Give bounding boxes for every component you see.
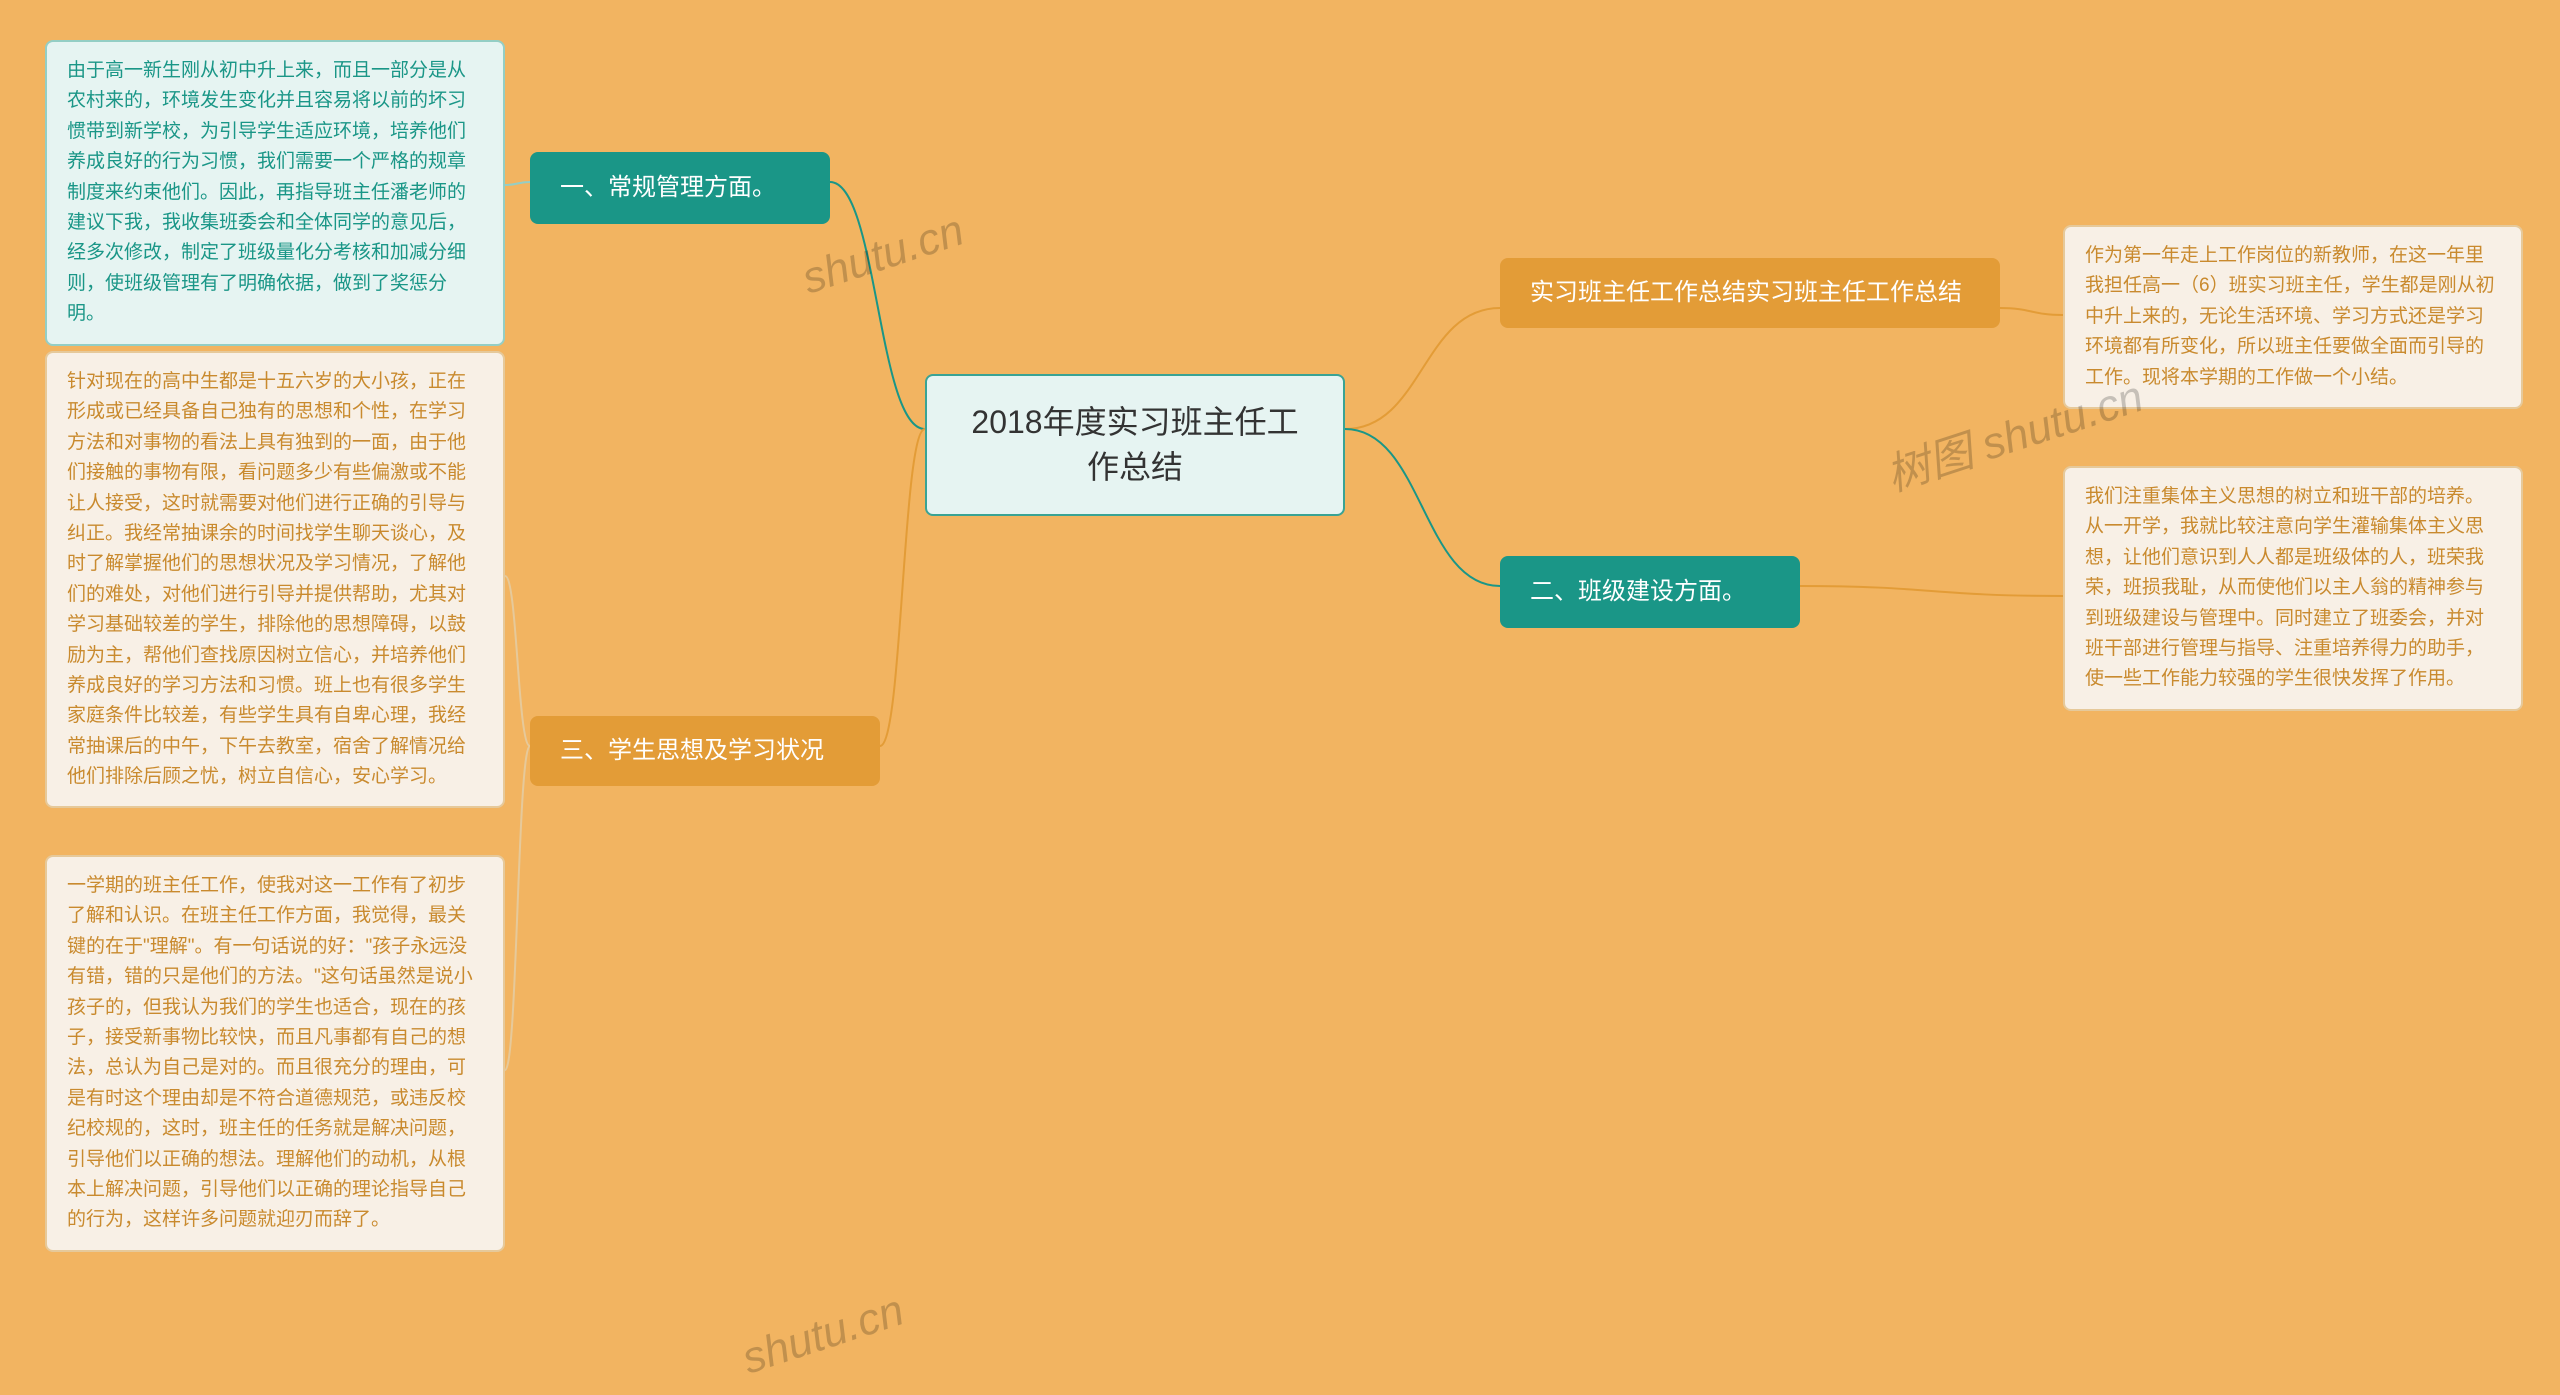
center-title: 2018年度实习班主任工作总结 [971, 404, 1298, 485]
branch-three-label: 三、学生思想及学习状况 [560, 737, 824, 764]
leaf-one-text: 由于高一新生刚从初中升上来，而且一部分是从农村来的，环境发生变化并且容易将以前的… [67, 60, 466, 324]
leaf-one[interactable]: 由于高一新生刚从初中升上来，而且一部分是从农村来的，环境发生变化并且容易将以前的… [45, 40, 505, 346]
branch-intro-label: 实习班主任工作总结实习班主任工作总结 [1530, 279, 1962, 306]
watermark: shutu.cn [736, 1286, 910, 1385]
leaf-intro-text: 作为第一年走上工作岗位的新教师，在这一年里我担任高一（6）班实习班主任，学生都是… [2085, 245, 2495, 388]
branch-two[interactable]: 二、班级建设方面。 [1500, 556, 1800, 628]
branch-one-label: 一、常规管理方面。 [560, 174, 776, 201]
leaf-three-a-text: 针对现在的高中生都是十五六岁的大小孩，正在形成或已经具备自己独有的思想和个性，在… [67, 371, 466, 787]
center-node[interactable]: 2018年度实习班主任工作总结 [925, 374, 1345, 516]
branch-three[interactable]: 三、学生思想及学习状况 [530, 716, 880, 786]
leaf-two[interactable]: 我们注重集体主义思想的树立和班干部的培养。从一开学，我就比较注意向学生灌输集体主… [2063, 466, 2523, 711]
branch-one[interactable]: 一、常规管理方面。 [530, 152, 830, 224]
branch-two-label: 二、班级建设方面。 [1530, 578, 1746, 605]
leaf-three-b[interactable]: 一学期的班主任工作，使我对这一工作有了初步了解和认识。在班主任工作方面，我觉得，… [45, 855, 505, 1252]
leaf-three-a[interactable]: 针对现在的高中生都是十五六岁的大小孩，正在形成或已经具备自己独有的思想和个性，在… [45, 351, 505, 808]
leaf-three-b-text: 一学期的班主任工作，使我对这一工作有了初步了解和认识。在班主任工作方面，我觉得，… [67, 875, 473, 1230]
leaf-intro[interactable]: 作为第一年走上工作岗位的新教师，在这一年里我担任高一（6）班实习班主任，学生都是… [2063, 225, 2523, 409]
branch-intro[interactable]: 实习班主任工作总结实习班主任工作总结 [1500, 258, 2000, 328]
leaf-two-text: 我们注重集体主义思想的树立和班干部的培养。从一开学，我就比较注意向学生灌输集体主… [2085, 486, 2484, 689]
